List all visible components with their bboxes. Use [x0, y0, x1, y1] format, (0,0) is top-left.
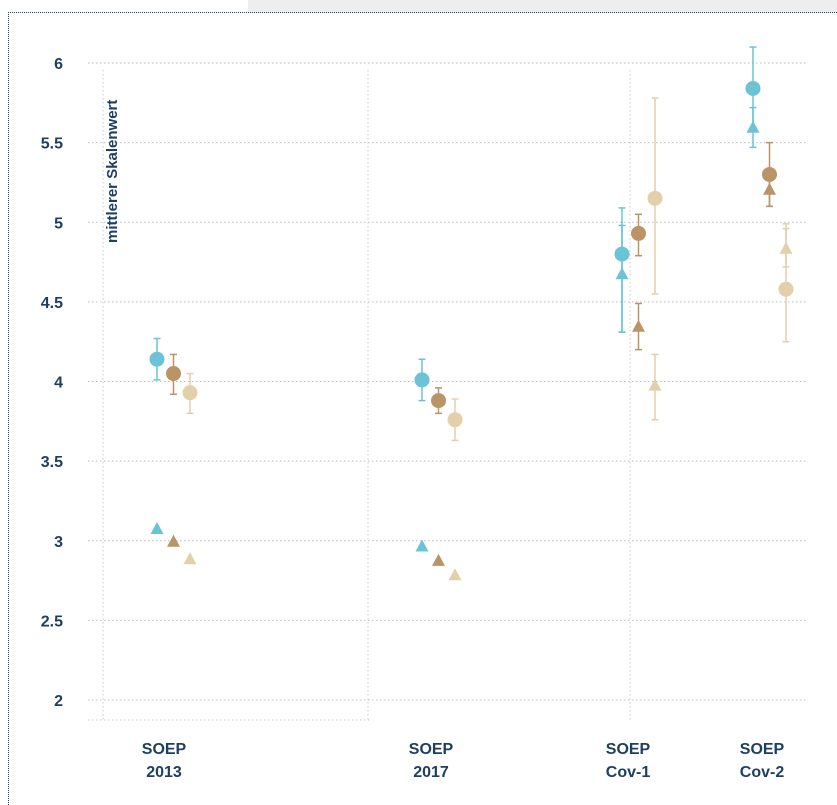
- y-tick-label-7: 5.5: [41, 136, 63, 153]
- category-label-1-line-0: SOEP: [409, 741, 454, 758]
- category-labels: SOEP 2013 SOEP 2017 SOEP Cov-1 SOEP Cov-2: [142, 741, 785, 781]
- category-label-2-line-0: SOEP: [606, 741, 651, 758]
- category-label-2-line-1: Cov-1: [606, 764, 651, 781]
- point-circle-s0-c3: [745, 80, 761, 96]
- point-triangle-s3-c1: [415, 539, 429, 552]
- point-circle-s1-c2: [631, 225, 646, 241]
- y-tick-labels: 2 2.5 3 3.5 4 4.5 5 5.5 6: [41, 56, 63, 710]
- point-circle-s1-c0: [166, 366, 181, 382]
- grid: [88, 62, 808, 721]
- point-triangle-s4-c3: [763, 182, 776, 195]
- point-circle-s2-c0: [182, 385, 198, 401]
- point-circle-s0-c0: [149, 351, 165, 367]
- data-marks: [149, 46, 794, 581]
- y-tick-label-6: 5: [54, 215, 63, 232]
- point-triangle-s4-c2: [632, 319, 645, 332]
- category-label-1-line-1: 2017: [413, 764, 449, 781]
- point-circle-s2-c2: [647, 190, 663, 206]
- category-label-3-line-1: Cov-2: [740, 764, 785, 781]
- point-triangle-s5-c2: [648, 378, 662, 391]
- category-label-3-line-0: SOEP: [740, 741, 785, 758]
- point-circle-s1-c1: [431, 393, 446, 409]
- point-circle-s0-c1: [414, 372, 430, 388]
- point-circle-s2-c3: [778, 281, 794, 297]
- y-tick-label-2: 3: [54, 534, 63, 551]
- point-triangle-s5-c3: [779, 241, 793, 254]
- y-tick-label-4: 4: [54, 375, 63, 392]
- y-tick-label-3: 3.5: [41, 454, 63, 471]
- chart-frame: [8, 12, 837, 805]
- y-tick-label-5: 4.5: [41, 295, 63, 312]
- y-tick-label-8: 6: [54, 56, 63, 73]
- y-tick-label-1: 2.5: [41, 613, 63, 630]
- point-triangle-s4-c1: [432, 553, 445, 566]
- point-triangle-s3-c0: [150, 522, 164, 535]
- point-triangle-s5-c1: [448, 568, 462, 581]
- point-triangle-s5-c0: [183, 552, 197, 565]
- top-bar: [248, 0, 837, 13]
- point-circle-s2-c1: [447, 412, 463, 428]
- category-label-0-line-1: 2013: [146, 764, 182, 781]
- category-label-0-line-0: SOEP: [142, 741, 187, 758]
- point-triangle-s4-c0: [167, 534, 180, 547]
- y-tick-label-0: 2: [54, 693, 63, 710]
- y-axis-label: mittlerer Skalenwert: [104, 100, 121, 243]
- point-triangle-s3-c2: [615, 267, 629, 280]
- point-triangle-s3-c3: [746, 120, 760, 133]
